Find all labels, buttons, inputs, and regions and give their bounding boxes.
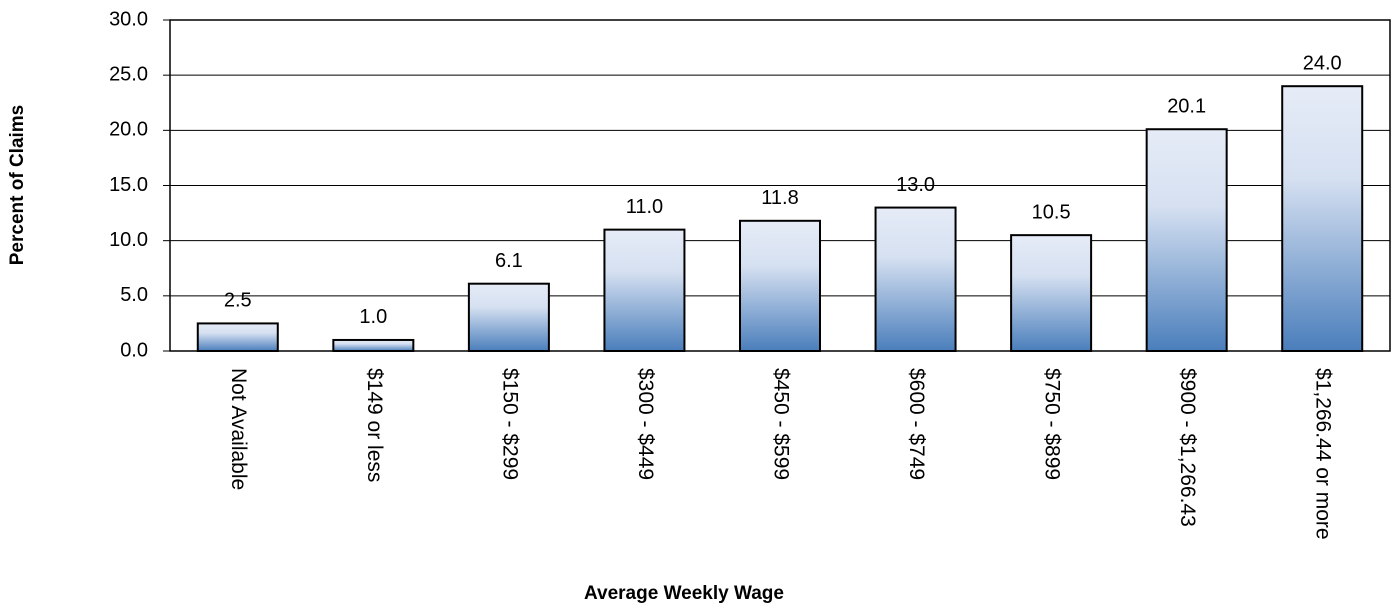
x-tick-label: $1,266.44 or more [1312,368,1335,540]
bar [603,228,686,352]
data-label: 10.5 [1032,201,1071,223]
data-label: 11.0 [626,196,663,218]
y-tick-label: 30.0 [109,8,148,30]
bar [196,322,279,352]
data-label: 13.0 [896,174,935,196]
x-tick-label: $600 - $749 [905,368,928,480]
bar [739,219,821,352]
bar [332,338,415,353]
y-tick-label: 5.0 [120,284,148,306]
bar [1145,128,1228,352]
bar [874,206,957,352]
data-label: 20.1 [1167,96,1206,118]
x-axis-title: Average Weekly Wage [584,583,784,604]
bar [1281,85,1364,352]
y-tick-label: 10.0 [109,229,148,251]
data-label: 11.8 [761,187,798,209]
y-tick-label: 25.0 [109,63,148,85]
data-label: 6.1 [495,250,523,272]
data-label: 24.0 [1303,52,1342,74]
bar [467,282,550,352]
y-axis-title: Percent of Claims [7,105,28,266]
x-tick-label: $300 - $449 [634,368,657,480]
x-tick-label: $149 or less [363,368,386,482]
y-tick-label: 0.0 [120,339,148,361]
x-tick-label: $450 - $599 [769,368,792,480]
y-tick-label: 15.0 [109,174,148,196]
x-tick-label: $750 - $899 [1041,368,1064,480]
x-tick-label: Not Available [227,368,250,490]
bar [1010,234,1093,352]
data-label: 1.0 [359,306,387,328]
x-tick-label: $150 - $299 [498,368,521,480]
data-label: 2.5 [224,290,252,312]
x-tick-label: $900 - $1,266.43 [1176,368,1199,527]
y-tick-label: 20.0 [109,119,148,141]
